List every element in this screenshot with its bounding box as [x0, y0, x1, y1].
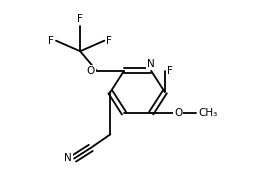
Text: CH₃: CH₃: [198, 108, 217, 118]
Text: F: F: [77, 14, 83, 24]
Text: F: F: [106, 36, 112, 46]
Text: F: F: [167, 66, 173, 76]
Text: O: O: [174, 108, 182, 118]
Text: F: F: [48, 36, 54, 46]
Text: N: N: [147, 59, 155, 69]
Text: O: O: [87, 66, 95, 76]
Text: N: N: [64, 153, 72, 163]
